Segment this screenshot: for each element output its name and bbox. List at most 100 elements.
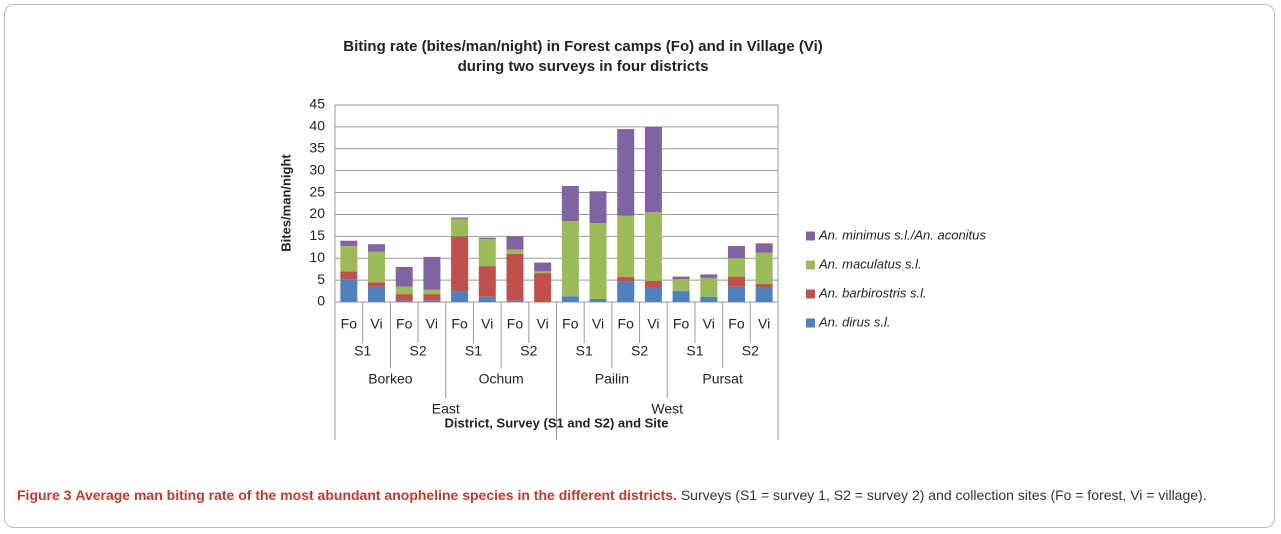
bar-segment	[672, 291, 690, 302]
bar-segment	[755, 243, 773, 253]
x-category-label: Fo	[396, 316, 413, 332]
x-category-label: Vi	[537, 316, 549, 332]
x-category-label: Fo	[618, 316, 635, 332]
x-category-label: S1	[576, 343, 593, 359]
x-category-label: Fo	[451, 316, 468, 332]
x-axis-label: District, Survey (S1 and S2) and Site	[445, 415, 669, 430]
bar-segment	[617, 129, 635, 216]
bar-segment	[755, 252, 773, 285]
bar-segment	[561, 185, 579, 222]
x-category-label: East	[432, 401, 460, 417]
bar-segment	[395, 294, 413, 301]
x-category-label: Pailin	[595, 371, 629, 387]
x-category-label: Fo	[562, 316, 579, 332]
bar-segment	[478, 238, 496, 267]
bar-segment	[672, 276, 690, 280]
bar-segment	[672, 279, 690, 292]
bar-segment	[368, 244, 386, 252]
bar-segment	[727, 276, 745, 287]
bar-segment	[423, 289, 441, 295]
bar-segment	[727, 245, 745, 259]
x-category-label: Vi	[647, 316, 659, 332]
x-category-label: Fo	[673, 316, 690, 332]
x-category-label: Vi	[370, 316, 382, 332]
bar-segment	[395, 286, 413, 295]
bar-segment	[534, 273, 552, 302]
bar-segment	[561, 296, 579, 302]
bar-segment	[561, 221, 579, 297]
bar-segment	[368, 286, 386, 302]
caption: Figure 3 Average man biting rate of the …	[17, 485, 1257, 505]
bar-segment	[451, 291, 469, 302]
legend-label: An. maculatus s.l.	[818, 256, 922, 271]
bar-segment	[423, 256, 441, 290]
legend-swatch	[806, 318, 815, 328]
figure-frame	[4, 4, 1275, 528]
bar-segment	[700, 277, 718, 297]
x-category-label: Ochum	[479, 371, 524, 387]
legend-swatch	[806, 289, 815, 299]
bar-segment	[506, 249, 524, 254]
chart-title: during two surveys in four districts	[458, 58, 709, 75]
y-tick-label: 0	[317, 293, 325, 309]
y-tick-label: 35	[309, 139, 325, 155]
legend-label: An. dirus s.l.	[818, 314, 891, 329]
caption-label: Figure 3	[17, 487, 72, 503]
bar-segment	[589, 223, 607, 299]
bar-segment	[478, 237, 496, 239]
x-category-label: S2	[520, 343, 537, 359]
y-tick-label: 25	[309, 183, 325, 199]
y-tick-label: 10	[309, 249, 325, 265]
bar-segment	[506, 253, 524, 301]
bar-segment	[340, 279, 358, 302]
legend-label: An. minimus s.l./An. aconitus	[818, 227, 986, 242]
bar-segment	[644, 280, 662, 288]
caption-title: Average man biting rate of the most abun…	[75, 487, 677, 503]
x-category-label: Vi	[592, 316, 604, 332]
x-category-label: Vi	[703, 316, 715, 332]
caption-text: Surveys (S1 = survey 1, S2 = survey 2) a…	[680, 487, 1207, 503]
bar-segment	[340, 240, 358, 246]
y-tick-label: 15	[309, 227, 325, 243]
bar-segment	[700, 274, 718, 278]
x-category-label: Borkeo	[368, 371, 413, 387]
bar-segment	[617, 281, 635, 302]
bar-segment	[644, 287, 662, 302]
bar-segment	[617, 215, 635, 278]
bar-segment	[506, 300, 524, 302]
y-tick-label: 45	[309, 96, 325, 112]
bar-segment	[478, 296, 496, 302]
bar-segment	[395, 300, 413, 302]
x-category-label: Fo	[507, 316, 524, 332]
bar-segment	[534, 262, 552, 272]
bar-segment	[755, 287, 773, 302]
y-tick-label: 20	[309, 205, 325, 221]
bar-segment	[589, 298, 607, 302]
y-tick-label: 40	[309, 118, 325, 134]
x-category-label: S2	[742, 343, 759, 359]
legend-swatch	[806, 260, 815, 270]
x-category-label: S1	[686, 343, 703, 359]
bar-segment	[451, 218, 469, 237]
bar-segment	[700, 296, 718, 302]
bar-segment	[644, 126, 662, 213]
bar-segment	[368, 282, 386, 287]
bar-segment	[395, 266, 413, 287]
bar-segment	[451, 217, 469, 219]
bar-segment	[727, 258, 745, 277]
bar-segment	[727, 286, 745, 302]
bar-segment	[451, 236, 469, 292]
y-axis-label: Bites/man/night	[278, 154, 293, 252]
x-category-label: West	[651, 401, 683, 417]
x-category-label: Pursat	[702, 371, 743, 387]
y-tick-label: 5	[317, 271, 325, 287]
x-category-label: Vi	[426, 316, 438, 332]
bar-segment	[534, 271, 552, 274]
legend-label: An. barbirostris s.l.	[818, 285, 927, 300]
bar-segment	[478, 266, 496, 297]
x-category-label: S2	[410, 343, 427, 359]
chart: Biting rate (bites/man/night) in Forest …	[278, 38, 986, 440]
x-category-label: S2	[631, 343, 648, 359]
y-tick-label: 30	[309, 161, 325, 177]
chart-title: Biting rate (bites/man/night) in Forest …	[343, 38, 823, 55]
